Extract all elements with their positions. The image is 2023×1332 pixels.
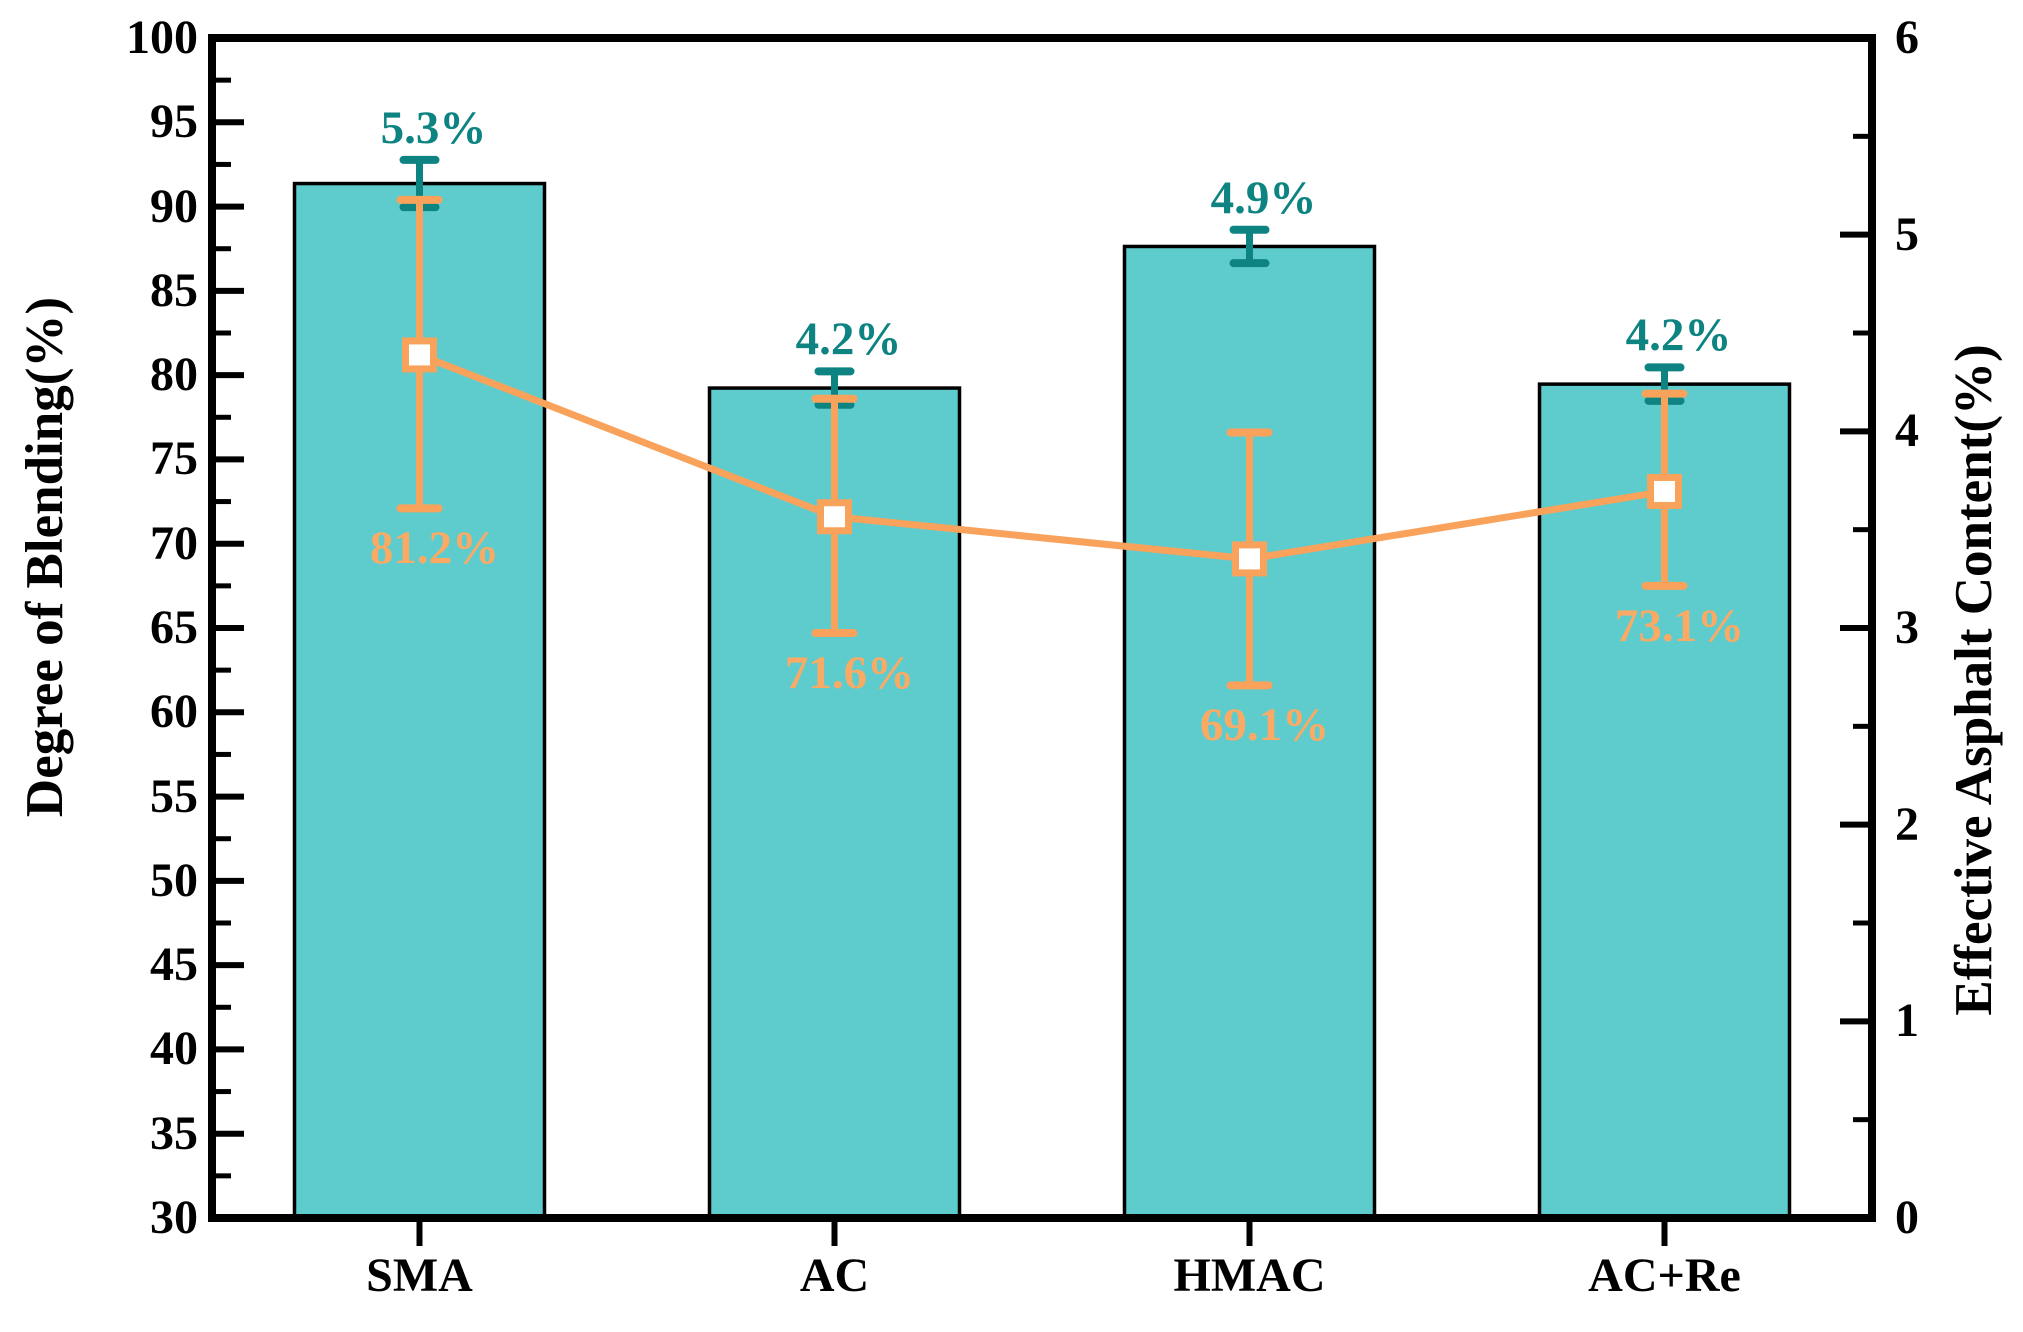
right-axis-title: Effective Asphalt Content(%) (1945, 344, 2003, 1016)
right-tick-label: 5 (1895, 207, 1919, 261)
right-tick-label: 6 (1895, 11, 1919, 64)
right-tick-label: 4 (1895, 404, 1919, 458)
left-tick-label: 75 (150, 432, 198, 486)
left-tick-label: 40 (150, 1022, 198, 1076)
asphalt-content-label-HMAC: 4.9% (1210, 171, 1317, 224)
asphalt-content-label-SMA: 5.3% (380, 101, 487, 154)
left-tick-label: 50 (150, 853, 198, 907)
asphalt-content-label-AC+Re: 4.2% (1625, 309, 1732, 362)
x-tick-label-AC: AC (799, 1249, 870, 1302)
x-tick-label-SMA: SMA (366, 1249, 473, 1302)
left-tick-label: 80 (150, 348, 198, 402)
left-tick-label: 55 (150, 769, 198, 823)
x-tick-label-AC+Re: AC+Re (1588, 1249, 1741, 1302)
marker-AC+Re (1647, 473, 1682, 509)
blending-label-SMA: 81.2% (369, 522, 500, 575)
left-tick-label: 45 (150, 938, 198, 992)
left-tick-label: 95 (150, 95, 198, 149)
left-tick-label: 60 (150, 685, 198, 739)
marker-AC (817, 499, 852, 535)
right-tick-label: 2 (1895, 797, 1919, 851)
left-tick-label: 100 (126, 11, 198, 64)
left-tick-label: 35 (150, 1106, 198, 1160)
left-axis-title: Degree of Blending(%) (16, 296, 74, 818)
left-tick-label: 30 (150, 1191, 198, 1244)
right-tick-label: 3 (1895, 601, 1919, 654)
x-tick-label-HMAC: HMAC (1173, 1249, 1326, 1302)
left-tick-label: 85 (150, 263, 198, 317)
right-tick-label: 1 (1895, 994, 1919, 1048)
left-tick-label: 70 (150, 516, 198, 570)
left-tick-label: 65 (150, 601, 198, 654)
blending-label-HMAC: 69.1% (1199, 699, 1330, 752)
blending-label-AC: 71.6% (784, 647, 915, 700)
marker-SMA (402, 337, 437, 373)
axes-frame (208, 34, 1876, 1222)
right-tick-label: 0 (1895, 1191, 1919, 1244)
asphalt-content-label-AC: 4.2% (795, 313, 902, 366)
blending-line (418, 351, 1666, 563)
blending-label-AC+Re: 73.1% (1614, 599, 1745, 652)
left-tick-label: 90 (150, 179, 198, 233)
marker-HMAC (1232, 541, 1267, 577)
